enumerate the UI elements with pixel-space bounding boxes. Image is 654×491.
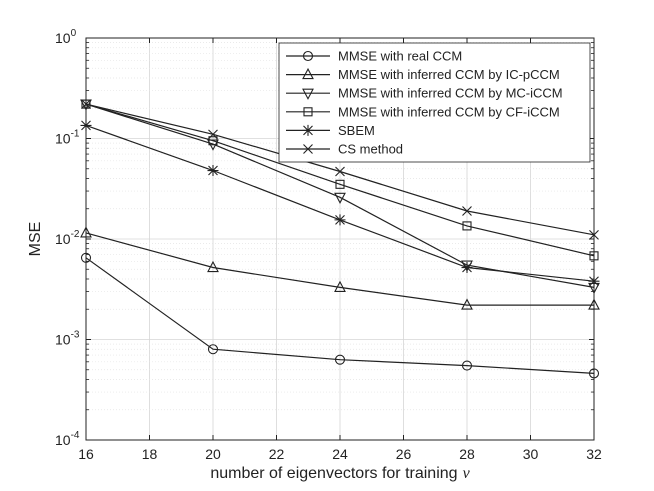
- series-layer: [80, 99, 600, 379]
- legend: MMSE with real CCM MMSE with inferred CCM…: [278, 42, 591, 163]
- data-point-x: [81, 99, 91, 109]
- legend-marker-asterisk: [302, 124, 314, 136]
- series-triangle-up: [80, 226, 600, 310]
- legend-marker-x: [303, 144, 313, 154]
- x-tick-label: 22: [269, 446, 285, 462]
- y-tick-label-exponent: 0: [71, 28, 77, 39]
- x-tick-label: 32: [586, 446, 602, 462]
- data-point-square: [208, 136, 218, 146]
- legend-label: MMSE with real CCM: [338, 49, 462, 64]
- legend-box: [278, 42, 591, 163]
- data-point-asterisk: [334, 214, 346, 226]
- legend-label: MMSE with inferred CCM by MC-iCCM: [338, 86, 563, 101]
- legend-label: SBEM: [338, 123, 375, 138]
- data-point-x: [589, 229, 599, 240]
- series-line-triangle-up: [85, 232, 594, 306]
- y-tick-label: 10-3: [55, 330, 80, 348]
- x-tick-label: 28: [459, 446, 475, 462]
- data-point-asterisk: [207, 165, 219, 177]
- legend-items: MMSE with real CCM MMSE with inferred CCM…: [286, 49, 563, 157]
- legend-label: CS method: [338, 142, 403, 157]
- data-point-square: [589, 251, 599, 261]
- legend-entry-asterisk: SBEM: [286, 123, 375, 138]
- y-tick-label-exponent: -2: [71, 229, 80, 240]
- legend-marker-triangle-down: [302, 88, 314, 100]
- legend-entry-triangle-down: MMSE with inferred CCM by MC-iCCM: [286, 86, 563, 101]
- y-tick-label-base: 10: [55, 30, 71, 46]
- y-tick-label-base: 10: [55, 332, 71, 348]
- y-tick-label: 10-2: [55, 229, 80, 247]
- x-axis-label: number of eigenvectors for training ν: [210, 465, 470, 482]
- legend-marker-triangle-up: [302, 67, 314, 80]
- data-point-triangle-down: [461, 260, 473, 272]
- legend-label: MMSE with inferred CCM by CF-iCCM: [338, 104, 560, 119]
- data-point-triangle-up: [80, 226, 92, 238]
- data-point-triangle-up: [334, 280, 346, 292]
- data-point-triangle-up: [207, 260, 219, 273]
- y-tick-label: 10-1: [55, 129, 80, 147]
- data-point-circle: [588, 368, 600, 379]
- y-tick-label: 10-4: [55, 430, 80, 448]
- data-point-x: [335, 166, 345, 177]
- legend-entry-square: MMSE with inferred CCM by CF-iCCM: [286, 104, 560, 119]
- legend-marker-circle: [302, 50, 314, 62]
- data-point-asterisk: [80, 119, 92, 131]
- x-tick-label: 20: [205, 446, 221, 462]
- y-tick-label-exponent: -4: [71, 430, 80, 441]
- y-tick-label: 100: [55, 28, 77, 46]
- data-point-circle: [334, 354, 346, 365]
- x-tick-label: 16: [78, 446, 94, 462]
- data-point-circle: [207, 344, 219, 355]
- x-tick-label: 26: [396, 446, 412, 462]
- x-tick-label: 18: [142, 446, 158, 462]
- legend-marker-square: [303, 107, 313, 117]
- data-point-asterisk: [461, 262, 473, 274]
- series-asterisk: [80, 119, 600, 287]
- legend-entry-triangle-up: MMSE with inferred CCM by IC-pCCM: [286, 67, 560, 82]
- x-axis-label-symbol: ν: [463, 465, 471, 482]
- data-point-circle: [80, 252, 92, 263]
- y-tick-label-exponent: -3: [71, 330, 80, 341]
- data-point-square: [462, 221, 472, 231]
- series-x: [81, 99, 599, 240]
- legend-entry-circle: MMSE with real CCM: [286, 49, 462, 64]
- legend-entry-x: CS method: [286, 142, 403, 157]
- y-axis-label: MSE: [27, 222, 44, 257]
- series-square: [81, 99, 599, 261]
- y-tick-label-base: 10: [55, 231, 71, 247]
- x-tick-label: 24: [332, 446, 348, 462]
- data-point-asterisk: [588, 275, 600, 287]
- y-tick-label-base: 10: [55, 131, 71, 147]
- y-tick-label-exponent: -1: [71, 129, 80, 140]
- data-point-triangle-down: [334, 192, 346, 204]
- data-point-triangle-up: [461, 298, 473, 310]
- x-axis-label-text: number of eigenvectors for training: [210, 465, 457, 482]
- data-point-x: [462, 206, 472, 216]
- data-point-circle: [461, 360, 473, 371]
- series-line-square: [85, 103, 595, 257]
- series-circle: [80, 252, 600, 379]
- series-line-circle: [85, 257, 595, 374]
- x-tick-label: 30: [523, 446, 539, 462]
- data-point-x: [208, 129, 218, 140]
- data-point-square: [335, 179, 345, 189]
- y-tick-label-base: 10: [55, 432, 71, 448]
- legend-label: MMSE with inferred CCM by IC-pCCM: [338, 67, 560, 82]
